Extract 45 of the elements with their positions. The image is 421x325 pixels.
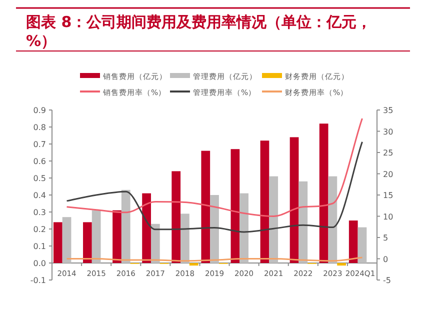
y-tick-label: 0.3 <box>33 208 46 217</box>
y2-tick-label: 35 <box>383 106 394 115</box>
y2-tick-label: 20 <box>383 170 394 179</box>
bar <box>172 171 181 263</box>
y-tick-label: 0.8 <box>33 123 46 132</box>
bar <box>348 220 358 263</box>
y2-tick-label: 5 <box>383 234 388 242</box>
bar <box>319 124 328 263</box>
bar <box>142 193 151 263</box>
bar <box>328 176 338 263</box>
y2-tick-label: 25 <box>383 148 394 158</box>
bar <box>83 222 92 263</box>
y2-tick-label: 15 <box>383 191 394 200</box>
bar <box>210 195 219 263</box>
y2-tick-label: 10 <box>383 212 394 222</box>
y-tick-label: 0.1 <box>33 242 46 251</box>
y-tick-label: 0.9 <box>33 106 46 115</box>
bar <box>260 140 270 263</box>
bar <box>337 263 346 266</box>
bar <box>240 193 248 263</box>
y-tick-label: 0.7 <box>33 140 46 149</box>
y-tick-label: -0.1 <box>30 276 46 285</box>
bar <box>150 224 160 263</box>
bar <box>189 263 198 266</box>
bar <box>290 137 299 263</box>
bar <box>298 181 308 263</box>
y2-tick-label: 0 <box>383 254 388 264</box>
bar <box>112 210 122 263</box>
bar <box>180 214 190 263</box>
chart-title: 图表 8：公司期间费用及费用率情况（单位：亿元，%） <box>26 13 372 50</box>
bar <box>201 150 210 263</box>
y-tick-label: 0.4 <box>33 191 46 200</box>
bar <box>53 222 62 263</box>
y-tick-label: 0.0 <box>33 259 46 268</box>
bar <box>121 190 130 263</box>
bar <box>92 210 101 263</box>
bar <box>269 176 278 263</box>
y2-tick-label: 30 <box>383 127 394 136</box>
y2-tick-label: -5 <box>383 276 391 285</box>
bar <box>230 149 240 263</box>
y-tick-label: 0.6 <box>33 157 46 166</box>
bar <box>62 217 72 263</box>
y-tick-label: 0.2 <box>33 225 46 234</box>
bar <box>358 227 367 263</box>
y-tick-label: 0.5 <box>33 174 46 183</box>
